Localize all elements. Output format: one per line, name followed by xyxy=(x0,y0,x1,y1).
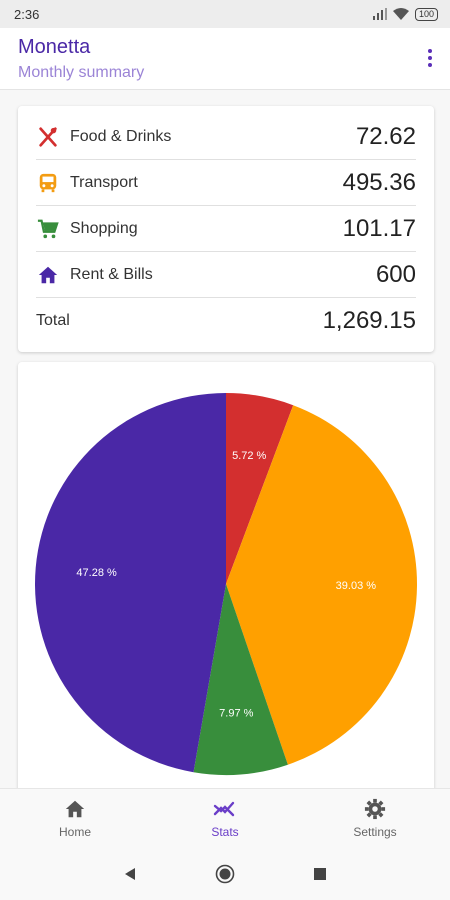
menu-dot xyxy=(428,56,432,60)
summary-row-label: Food & Drinks xyxy=(70,128,172,145)
summary-row-food[interactable]: Food & Drinks 72.62 xyxy=(18,114,434,160)
bus-icon xyxy=(36,171,60,195)
system-navigation-bar xyxy=(0,848,450,900)
summary-row-total: Total 1,269.15 xyxy=(18,298,434,344)
summary-row-transport[interactable]: Transport 495.36 xyxy=(18,160,434,206)
divider xyxy=(36,205,416,206)
page-subtitle: Monthly summary xyxy=(18,64,145,81)
trending-icon xyxy=(213,801,235,817)
status-icons: 100 xyxy=(372,7,438,21)
pie-slice-label: 39.03 % xyxy=(336,580,377,592)
square-recents-icon xyxy=(314,868,326,880)
summary-row-amount: 72.62 xyxy=(355,123,416,150)
nav-label-stats: Stats xyxy=(211,825,239,839)
bottom-navigation: Home Stats Settings xyxy=(0,788,450,848)
divider xyxy=(36,297,416,298)
pie-slice-transport[interactable] xyxy=(226,405,418,765)
nav-label-home: Home xyxy=(58,825,91,839)
summary-row-shopping[interactable]: Shopping 101.17 xyxy=(18,206,434,252)
nav-item-stats[interactable]: Stats xyxy=(175,797,275,839)
status-bar: 2:36 100 xyxy=(0,0,450,28)
signal-icon xyxy=(372,8,387,20)
app-title: Monetta xyxy=(18,36,91,58)
circle-home-icon xyxy=(215,864,235,884)
status-time: 2:36 xyxy=(14,6,40,22)
pie-slice-label: 5.72 % xyxy=(232,450,266,462)
pie-slice-label: 47.28 % xyxy=(76,567,117,579)
battery-icon: 100 xyxy=(414,7,438,21)
menu-dot xyxy=(428,63,432,67)
summary-row-rent[interactable]: Rent & Bills 600 xyxy=(18,252,434,298)
pie-chart-card: 5.72 % 39.03 % 7.97 % 47.28 % xyxy=(18,362,434,792)
nav-item-home[interactable]: Home xyxy=(25,797,125,839)
cart-icon xyxy=(36,217,60,241)
back-button[interactable] xyxy=(120,864,140,884)
total-label: Total xyxy=(36,312,70,329)
pie-chart[interactable]: 5.72 % 39.03 % 7.97 % 47.28 % xyxy=(18,362,434,792)
summary-row-amount: 495.36 xyxy=(342,169,416,196)
home-icon xyxy=(36,263,60,287)
summary-row-label: Rent & Bills xyxy=(70,266,153,283)
gear-icon xyxy=(364,798,386,820)
pie-slice-food[interactable] xyxy=(226,393,294,584)
overflow-menu-button[interactable] xyxy=(426,47,434,69)
app-bar: Monetta Monthly summary xyxy=(0,28,450,90)
nav-item-settings[interactable]: Settings xyxy=(325,797,425,839)
summary-row-amount: 600 xyxy=(375,261,416,288)
food-icon xyxy=(36,125,60,149)
back-icon xyxy=(125,868,135,880)
recents-button[interactable] xyxy=(310,864,330,884)
summary-row-label: Shopping xyxy=(70,220,138,237)
total-amount: 1,269.15 xyxy=(322,307,416,334)
divider xyxy=(36,251,416,252)
menu-dot xyxy=(428,49,432,53)
pie-slice-shopping[interactable] xyxy=(193,584,288,775)
pie-slice-label: 7.97 % xyxy=(219,707,253,719)
summary-row-label: Transport xyxy=(70,174,138,191)
summary-row-amount: 101.17 xyxy=(342,215,416,242)
wifi-icon xyxy=(392,8,409,20)
summary-card: Food & Drinks 72.62 Transport 495.36 Sho… xyxy=(18,106,434,352)
divider xyxy=(36,159,416,160)
pie-slice-rent[interactable] xyxy=(34,393,227,773)
home-icon xyxy=(65,800,85,818)
nav-label-settings: Settings xyxy=(353,825,397,839)
home-system-button[interactable] xyxy=(215,864,235,884)
